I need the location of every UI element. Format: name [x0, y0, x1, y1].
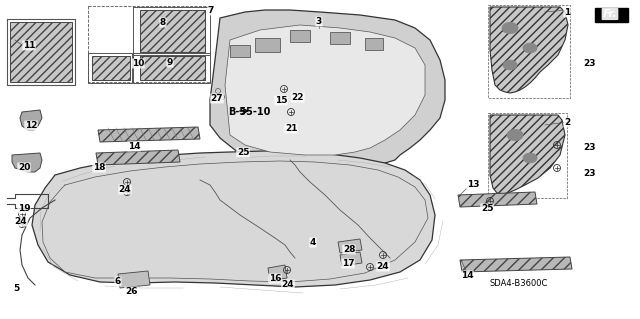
Text: 24: 24 [282, 280, 294, 289]
Text: 1: 1 [564, 8, 570, 17]
Polygon shape [460, 257, 572, 272]
Text: 9: 9 [167, 58, 173, 67]
Text: 20: 20 [18, 163, 30, 172]
Text: 21: 21 [285, 124, 297, 133]
Text: 11: 11 [23, 41, 35, 50]
Polygon shape [140, 56, 205, 80]
Text: 2: 2 [564, 118, 570, 127]
Polygon shape [268, 265, 287, 281]
Polygon shape [490, 7, 568, 93]
Polygon shape [365, 38, 383, 50]
Polygon shape [255, 38, 280, 52]
Text: 4: 4 [310, 238, 316, 247]
Text: 19: 19 [18, 204, 30, 213]
Ellipse shape [503, 60, 517, 70]
Text: 8: 8 [160, 18, 166, 27]
Text: 26: 26 [125, 287, 137, 296]
Polygon shape [10, 22, 72, 82]
Text: 16: 16 [269, 274, 281, 283]
Polygon shape [595, 8, 628, 22]
Polygon shape [225, 25, 425, 155]
Polygon shape [338, 239, 362, 253]
Text: 23: 23 [583, 143, 595, 152]
Polygon shape [96, 150, 180, 165]
Text: 23: 23 [583, 169, 595, 178]
Polygon shape [92, 56, 130, 80]
Polygon shape [490, 115, 565, 194]
Text: 5: 5 [13, 284, 19, 293]
Text: 3: 3 [316, 17, 322, 26]
Ellipse shape [502, 22, 518, 33]
Text: 12: 12 [25, 121, 37, 130]
Text: 25: 25 [481, 204, 493, 213]
Polygon shape [98, 127, 200, 142]
Text: 6: 6 [115, 277, 121, 286]
Text: 27: 27 [211, 94, 223, 103]
Ellipse shape [523, 153, 537, 163]
Polygon shape [140, 10, 205, 52]
Polygon shape [290, 30, 310, 42]
Text: 10: 10 [132, 59, 144, 68]
Text: 24: 24 [15, 217, 28, 226]
Polygon shape [330, 32, 350, 44]
Polygon shape [230, 45, 250, 57]
Text: B-55-10: B-55-10 [228, 107, 270, 117]
Text: 28: 28 [343, 245, 355, 254]
Text: 25: 25 [237, 148, 249, 157]
Text: 24: 24 [377, 262, 389, 271]
Text: Fr.: Fr. [603, 9, 617, 19]
Text: 14: 14 [128, 142, 140, 151]
Polygon shape [340, 252, 362, 266]
Text: 23: 23 [583, 59, 595, 68]
Polygon shape [20, 110, 42, 130]
Polygon shape [32, 151, 435, 287]
Text: 18: 18 [93, 163, 105, 172]
Polygon shape [210, 10, 445, 170]
Polygon shape [118, 271, 150, 288]
Text: 7: 7 [208, 6, 214, 15]
Text: 17: 17 [342, 259, 355, 268]
Ellipse shape [523, 43, 537, 53]
Text: 13: 13 [467, 180, 479, 189]
Polygon shape [458, 192, 537, 207]
Text: 14: 14 [461, 271, 474, 280]
Text: 24: 24 [118, 185, 131, 194]
Ellipse shape [507, 130, 523, 141]
Text: SDA4-B3600C: SDA4-B3600C [490, 279, 548, 288]
Text: 15: 15 [275, 96, 287, 105]
Text: 22: 22 [292, 93, 304, 102]
Polygon shape [12, 153, 42, 172]
